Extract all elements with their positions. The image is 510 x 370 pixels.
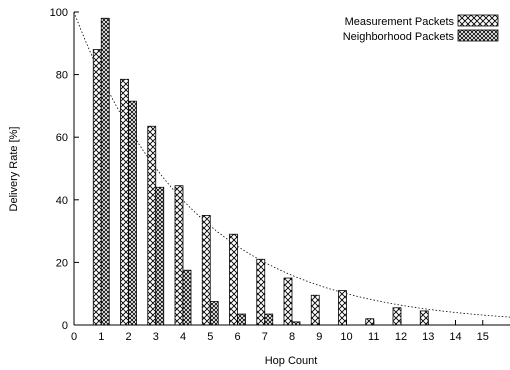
y-tick-label: 0 (62, 320, 68, 332)
x-tick-label: 6 (234, 331, 240, 343)
bar-measurement (283, 277, 293, 326)
y-tick-label: 20 (56, 257, 68, 269)
trend-line-layer (73, 11, 510, 318)
legend-swatch-neighborhood (457, 29, 499, 42)
x-axis-label: Hop Count (265, 355, 318, 367)
legend-label-measurement: Measurement Packets (345, 16, 455, 28)
x-tick-label: 1 (98, 331, 104, 343)
bar-measurement (365, 318, 375, 326)
bar-measurement (147, 125, 157, 326)
y-tick-label: 80 (56, 70, 68, 82)
x-tick-label: 10 (340, 331, 352, 343)
bar-neighborhood (182, 269, 192, 326)
y-tick-label: 40 (56, 195, 68, 207)
y-tick-label: 100 (50, 7, 68, 19)
axes-layer (73, 11, 510, 326)
bar-neighborhood (155, 186, 165, 326)
legend-swatch-measurement (457, 14, 499, 27)
y-axis-label: Delivery Rate [%] (8, 127, 20, 212)
bar-neighborhood (100, 17, 110, 326)
bars-layer (92, 17, 429, 326)
bar-neighborhood (237, 313, 246, 326)
bar-neighborhood (209, 301, 219, 326)
x-tick-label: 0 (71, 331, 77, 343)
x-tick-label: 15 (477, 331, 489, 343)
bar-measurement (120, 78, 129, 326)
bar-measurement (256, 258, 266, 326)
bar-measurement (419, 310, 429, 326)
x-tick-label: 12 (395, 331, 407, 343)
x-tick-label: 4 (180, 331, 186, 343)
x-tick-label: 14 (449, 331, 461, 343)
x-tick-label: 7 (262, 331, 268, 343)
bar-neighborhood (128, 100, 137, 326)
bar-measurement (392, 307, 402, 326)
trend-line (73, 11, 510, 318)
y-tick-label: 60 (56, 132, 68, 144)
x-tick-label: 8 (289, 331, 295, 343)
x-tick-label: 11 (368, 331, 379, 343)
x-tick-label: 2 (125, 331, 131, 343)
x-tick-label: 5 (207, 331, 213, 343)
legend-label-neighborhood: Neighborhood Packets (343, 31, 455, 43)
bar-measurement (229, 233, 238, 326)
bar-measurement (338, 290, 347, 326)
x-tick-label: 9 (316, 331, 322, 343)
bar-measurement (92, 49, 102, 326)
x-tick-label: 13 (422, 331, 434, 343)
bar-measurement (201, 215, 211, 326)
bar-measurement (174, 185, 184, 326)
bar-measurement (310, 294, 320, 326)
legend: Measurement Packets Neighborhood Packets (343, 14, 499, 43)
bar-neighborhood (264, 313, 274, 326)
x-tick-label: 3 (153, 331, 159, 343)
